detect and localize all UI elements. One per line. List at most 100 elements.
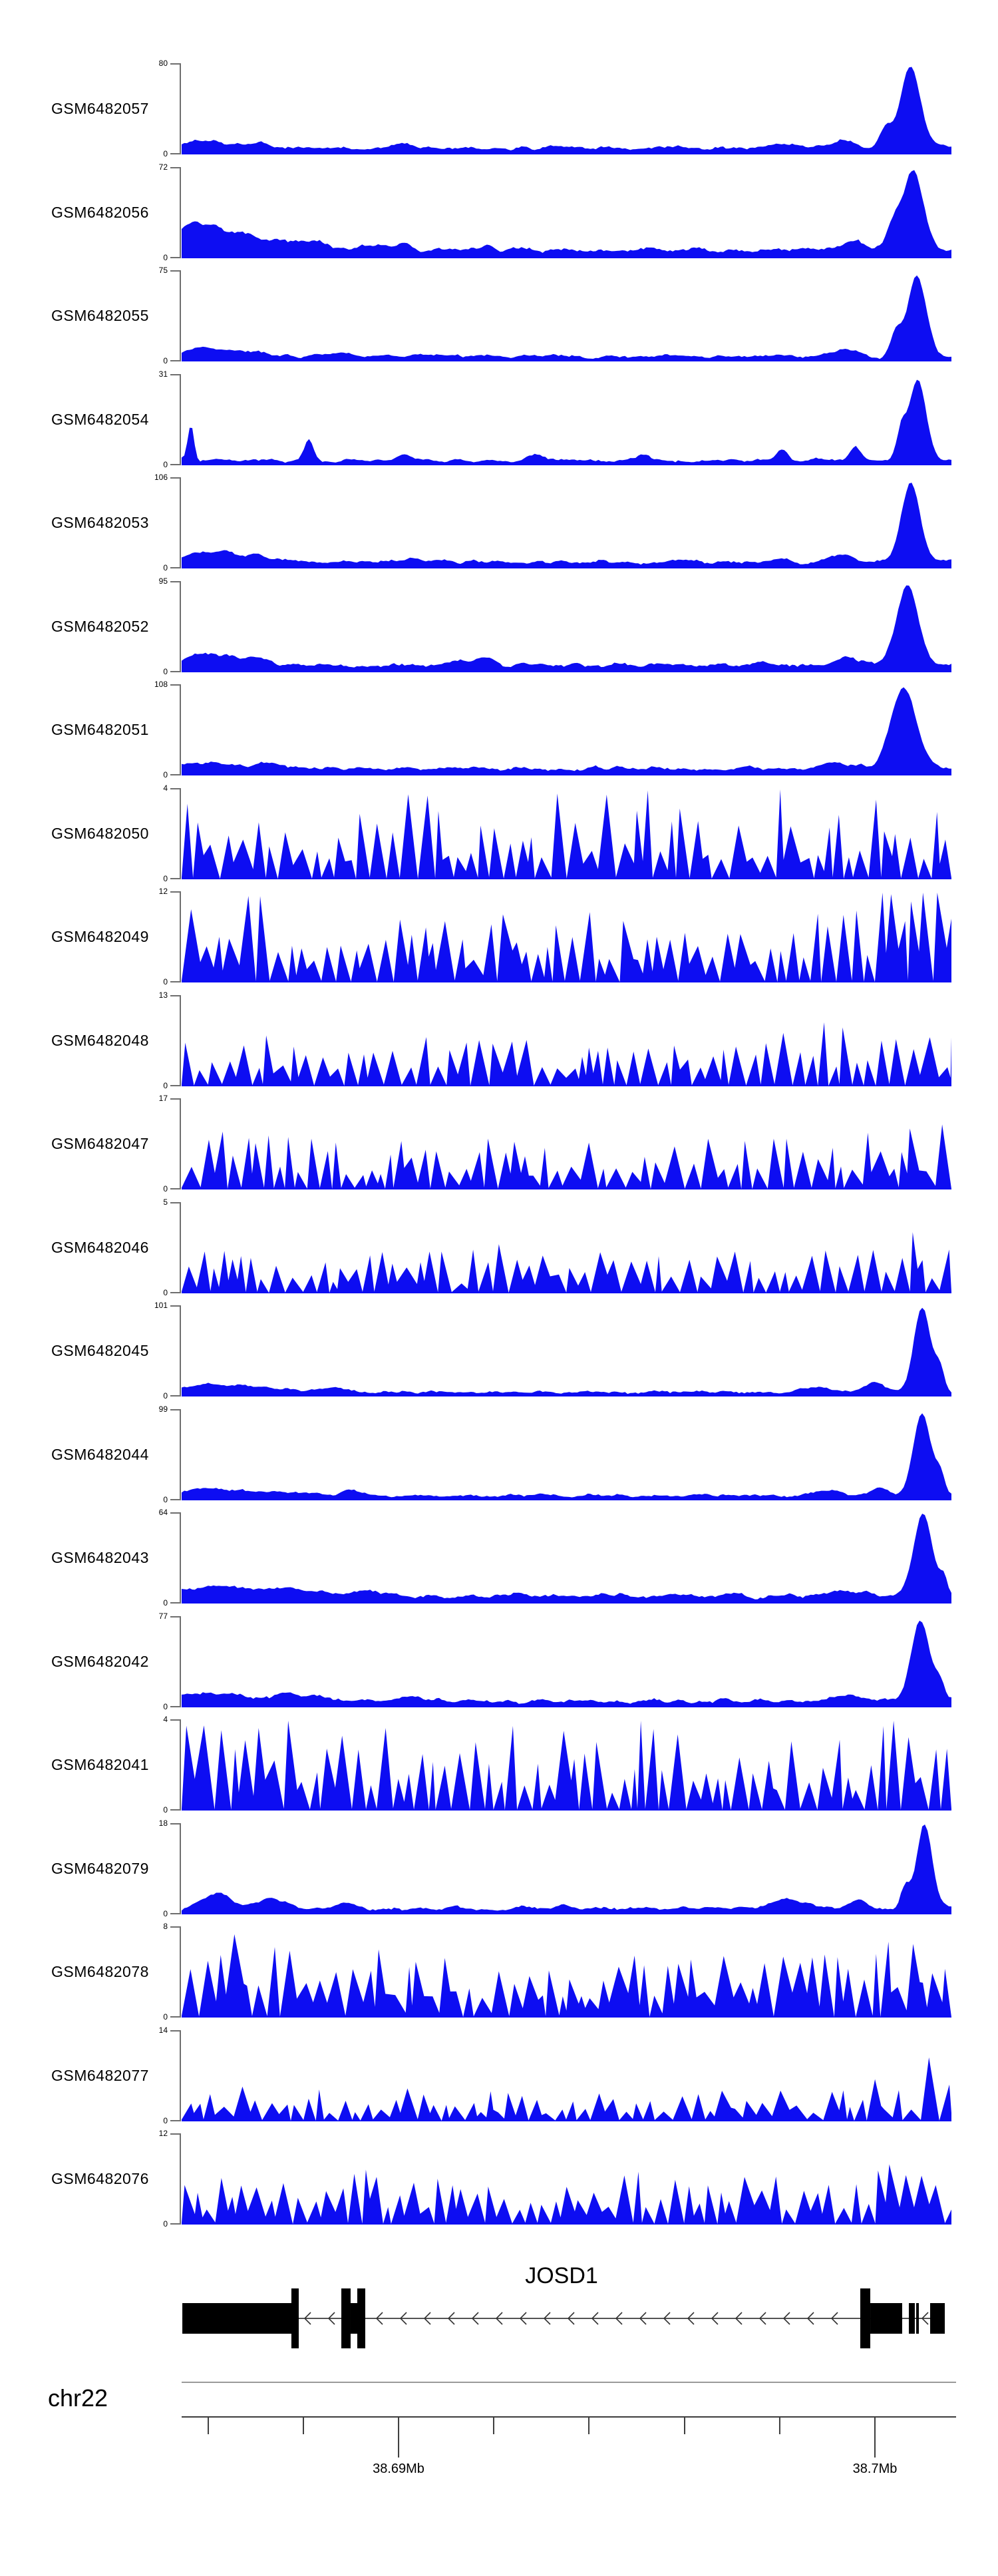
coverage-area bbox=[182, 893, 951, 982]
track-yaxis-line bbox=[180, 1098, 181, 1189]
track-ymin-label: 0 bbox=[163, 356, 168, 365]
coverage-area bbox=[182, 1413, 951, 1500]
track-row: GSM6482045 101 0 bbox=[0, 1301, 998, 1409]
track-ytick-bottom bbox=[170, 1292, 181, 1293]
track-row: GSM6482041 4 0 bbox=[0, 1715, 998, 1823]
track-row: GSM6482049 12 0 bbox=[0, 887, 998, 995]
track-ymax-label: 5 bbox=[163, 1197, 168, 1207]
coverage-area bbox=[182, 1124, 951, 1189]
strand-arrow-icon bbox=[327, 2312, 335, 2325]
track-plot bbox=[182, 585, 951, 672]
track-ymin-label: 0 bbox=[163, 1598, 168, 1608]
track-sample-label: GSM6482047 bbox=[51, 1135, 149, 1152]
track-ymax-label: 77 bbox=[158, 1611, 168, 1621]
track-row: GSM6482056 72 0 bbox=[0, 163, 998, 271]
track-ytick-top bbox=[170, 1719, 181, 1721]
track-ytick-top bbox=[170, 891, 181, 893]
track-ytick-bottom bbox=[170, 981, 181, 982]
track-ytick-bottom bbox=[170, 360, 181, 361]
strand-arrow-icon bbox=[375, 2312, 383, 2325]
track-plot bbox=[182, 1620, 951, 1707]
genome-axis bbox=[182, 2416, 956, 2458]
track-ytick-top bbox=[170, 1512, 181, 1514]
track-plot bbox=[182, 1307, 951, 1396]
track-ytick-top bbox=[170, 477, 181, 479]
track-ymax-label: 75 bbox=[158, 266, 168, 275]
track-sample-label: GSM6482056 bbox=[51, 204, 149, 221]
track-sample-label: GSM6482076 bbox=[51, 2170, 149, 2187]
strand-arrow-icon bbox=[303, 2312, 311, 2325]
track-row: GSM6482077 14 0 bbox=[0, 2026, 998, 2134]
track-ytick-top bbox=[170, 1305, 181, 1307]
track-sample-label: GSM6482079 bbox=[51, 1860, 149, 1877]
coverage-area bbox=[182, 1825, 951, 1914]
track-ymin-label: 0 bbox=[163, 1909, 168, 1918]
coverage-area bbox=[182, 1514, 951, 1604]
track-ytick-top bbox=[170, 788, 181, 789]
track-row: GSM6482046 5 0 bbox=[0, 1198, 998, 1306]
track-ymax-label: 72 bbox=[158, 162, 168, 172]
gene-name-label: JOSD1 bbox=[525, 2263, 598, 2288]
track-ytick-bottom bbox=[170, 1499, 181, 1500]
track-sample-label: GSM6482041 bbox=[51, 1756, 149, 1773]
track-ymin-label: 0 bbox=[163, 253, 168, 262]
track-ymin-label: 0 bbox=[163, 874, 168, 883]
track-sample-label: GSM6482050 bbox=[51, 825, 149, 842]
track-ytick-top bbox=[170, 270, 181, 272]
track-ymax-label: 18 bbox=[158, 1819, 168, 1828]
gene-model bbox=[182, 2288, 945, 2348]
track-ytick-top bbox=[170, 2030, 181, 2032]
strand-arrow-icon bbox=[591, 2312, 599, 2325]
track-sample-label: GSM6482055 bbox=[51, 307, 149, 324]
coverage-area bbox=[182, 379, 951, 465]
track-ytick-bottom bbox=[170, 1395, 181, 1396]
exon-block bbox=[350, 2303, 357, 2334]
track-sample-label: GSM6482057 bbox=[51, 100, 149, 117]
track-row: GSM6482054 31 0 bbox=[0, 370, 998, 478]
axis-tick-label: 38.69Mb bbox=[373, 2462, 424, 2476]
track-ymax-label: 99 bbox=[158, 1404, 168, 1414]
coverage-area bbox=[182, 1934, 951, 2018]
track-row: GSM6482078 8 0 bbox=[0, 1922, 998, 2030]
track-ytick-bottom bbox=[170, 671, 181, 672]
track-ymax-label: 12 bbox=[158, 887, 168, 896]
strand-arrow-icon bbox=[423, 2312, 431, 2325]
track-ymin-label: 0 bbox=[163, 667, 168, 676]
track-row: GSM6482055 75 0 bbox=[0, 266, 998, 374]
track-ymax-label: 101 bbox=[154, 1301, 168, 1310]
track-ytick-top bbox=[170, 1823, 181, 1825]
track-ymin-label: 0 bbox=[163, 1184, 168, 1193]
track-yaxis-line bbox=[180, 581, 181, 672]
track-plot bbox=[182, 379, 951, 465]
coverage-area bbox=[182, 789, 951, 879]
track-ytick-bottom bbox=[170, 774, 181, 775]
track-yaxis-line bbox=[180, 1616, 181, 1707]
track-yaxis-line bbox=[180, 1512, 181, 1604]
track-ymin-label: 0 bbox=[163, 2116, 168, 2125]
strand-arrow-icon bbox=[519, 2312, 527, 2325]
track-ymax-label: 64 bbox=[158, 1508, 168, 1517]
track-ymin-label: 0 bbox=[163, 2012, 168, 2022]
track-plot bbox=[182, 275, 951, 361]
track-ytick-top bbox=[170, 684, 181, 686]
coverage-area bbox=[182, 2164, 951, 2225]
track-plot bbox=[182, 67, 951, 154]
track-ymax-label: 17 bbox=[158, 1094, 168, 1103]
track-ymax-label: 14 bbox=[158, 2026, 168, 2035]
track-ymax-label: 95 bbox=[158, 576, 168, 586]
coverage-area bbox=[182, 275, 951, 361]
track-yaxis-line bbox=[180, 1202, 181, 1293]
track-plot bbox=[182, 2164, 951, 2225]
track-sample-label: GSM6482054 bbox=[51, 411, 149, 428]
track-sample-label: GSM6482049 bbox=[51, 928, 149, 945]
strand-arrow-icon bbox=[663, 2312, 671, 2325]
strand-arrow-icon bbox=[399, 2312, 407, 2325]
exon-block bbox=[357, 2288, 365, 2348]
track-ymax-label: 106 bbox=[154, 473, 168, 482]
track-row: GSM6482043 64 0 bbox=[0, 1508, 998, 1616]
track-plot bbox=[182, 170, 951, 258]
track-yaxis-line bbox=[180, 995, 181, 1086]
track-ytick-bottom bbox=[170, 153, 181, 154]
track-sample-label: GSM6482078 bbox=[51, 1963, 149, 1980]
track-yaxis-line bbox=[180, 270, 181, 361]
